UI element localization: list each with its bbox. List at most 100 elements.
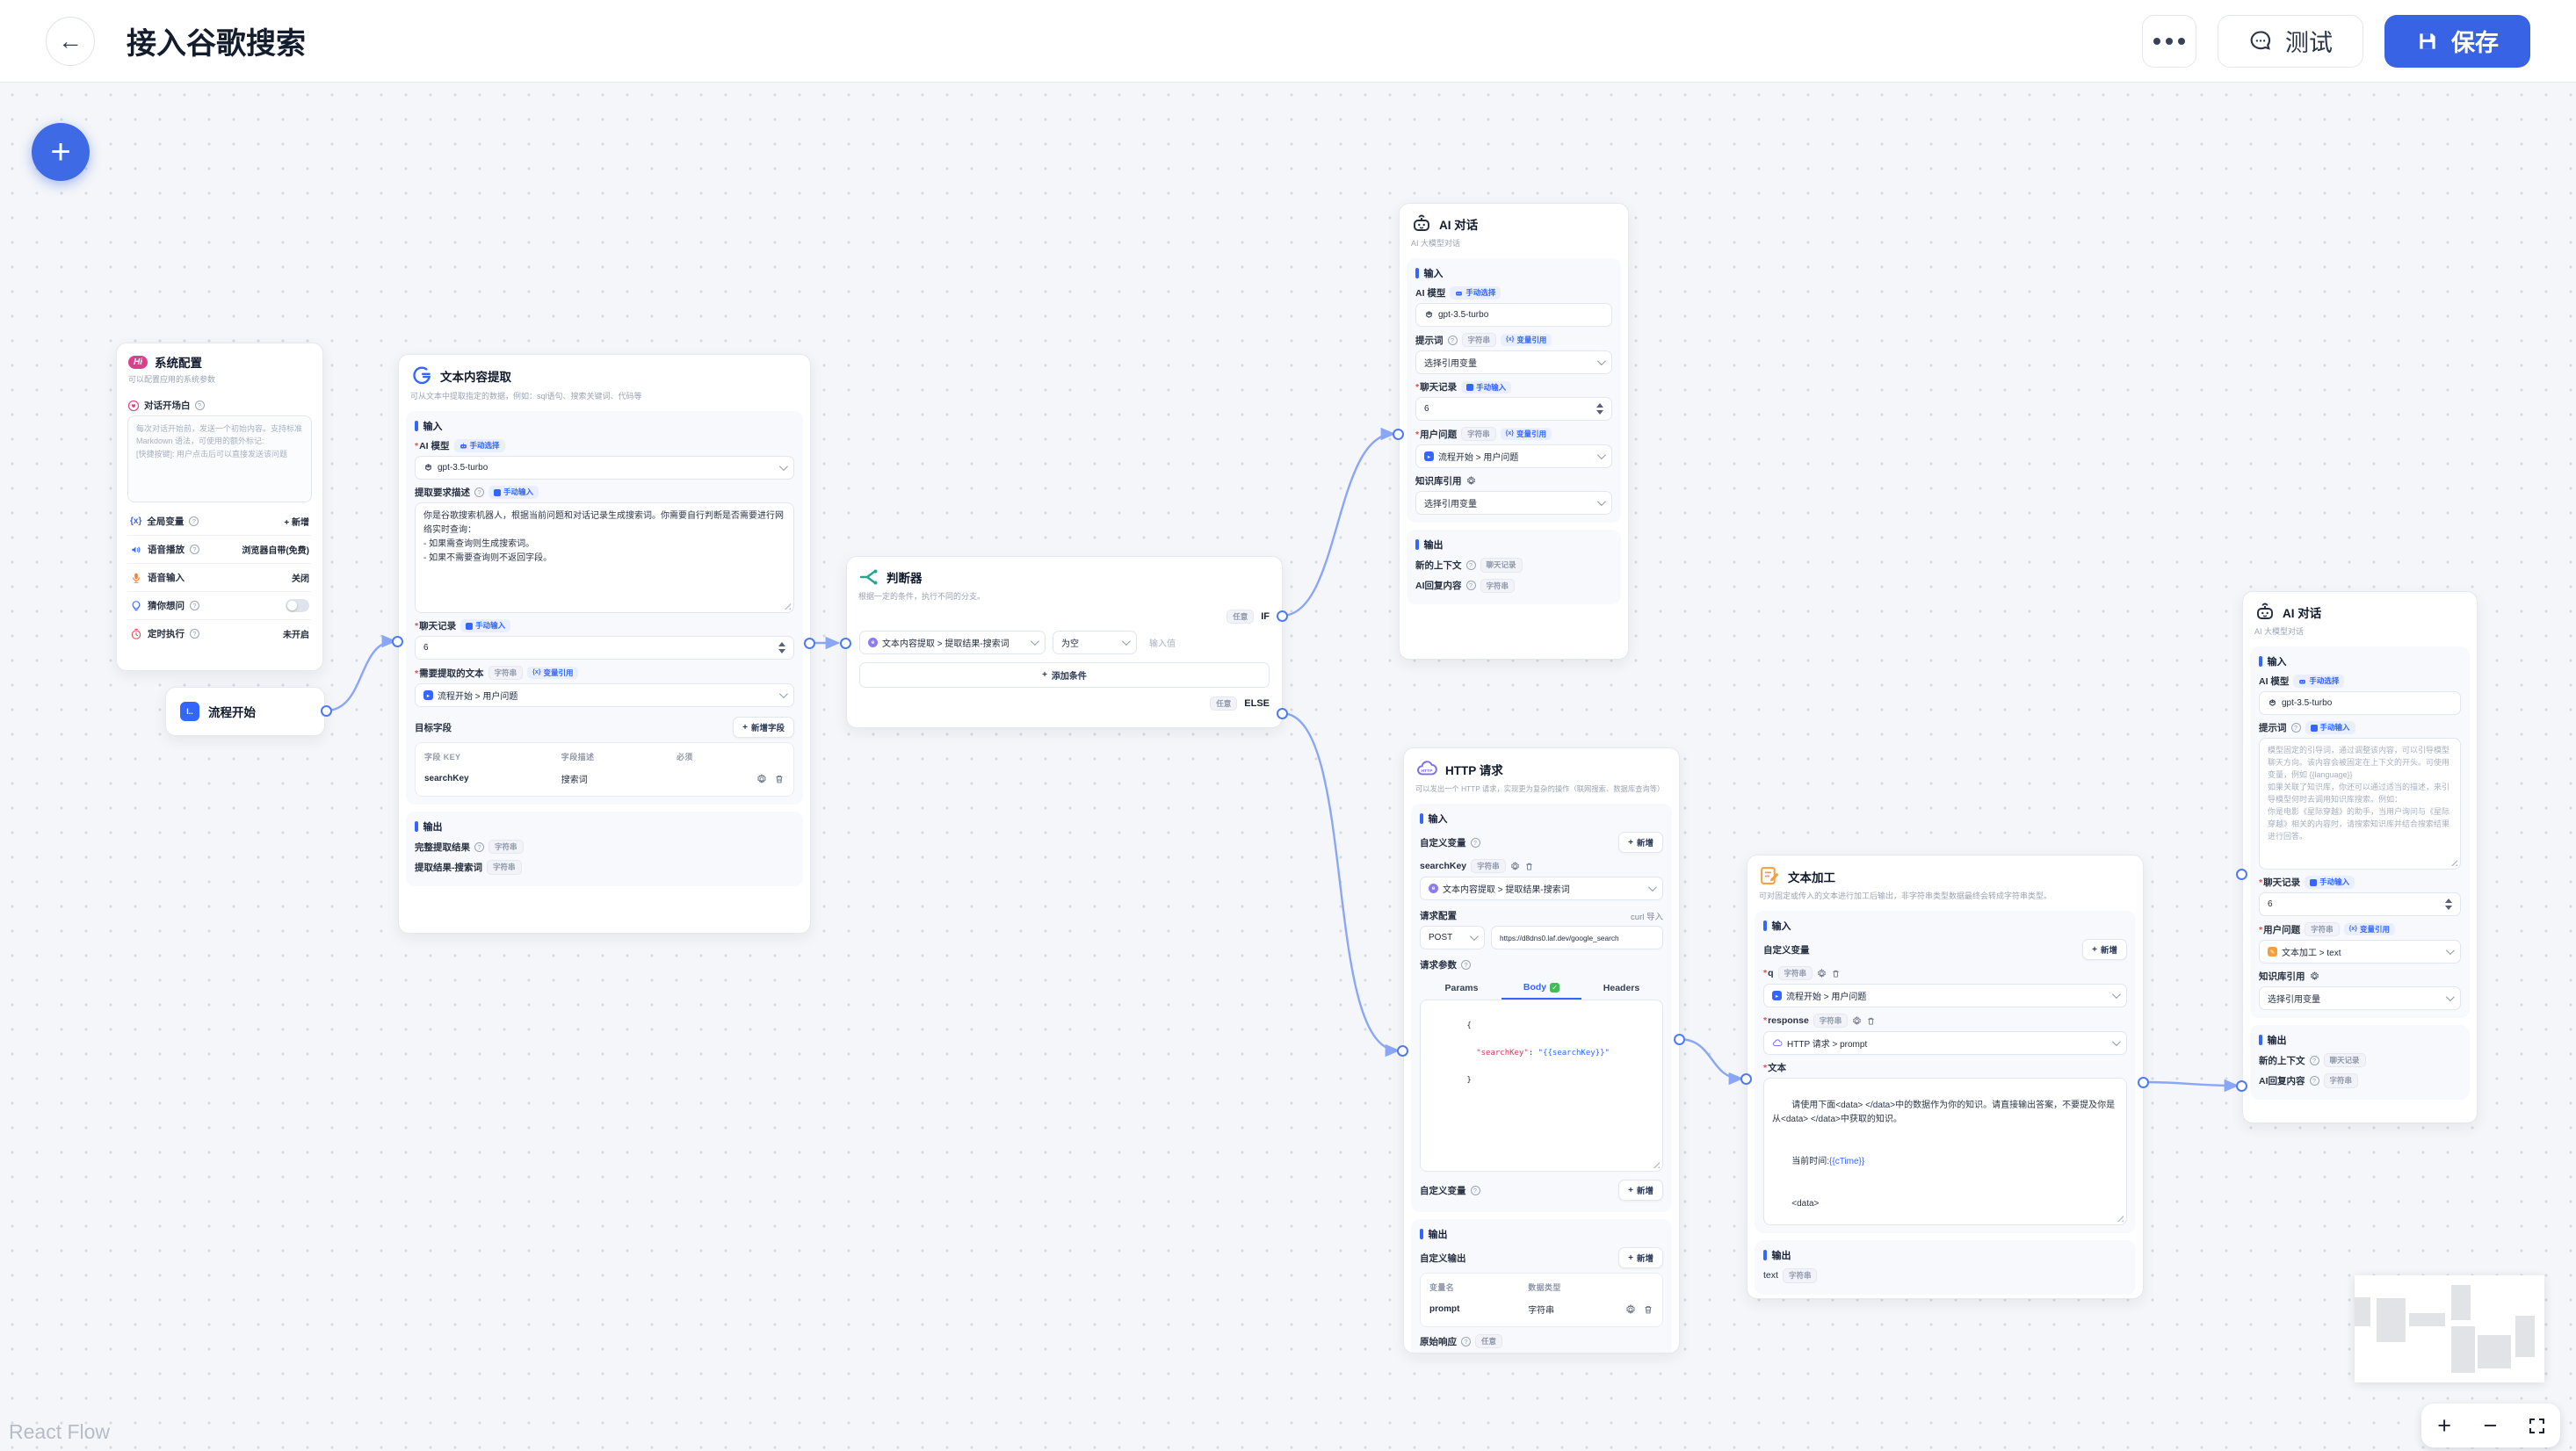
zoom-in-button[interactable]: + [2437,1411,2452,1439]
trash-icon[interactable] [1866,1016,1876,1026]
trash-icon[interactable] [1524,862,1534,871]
add-global-var-link[interactable]: + 新增 [284,518,309,528]
prompt-textarea[interactable]: 模型固定的引导词，通过调整该内容，可以引导模型聊天方向。该内容会被固定在上下文的… [2259,738,2461,870]
add-field-button[interactable]: + 新增字段 [733,717,794,739]
guess-question-toggle[interactable] [286,599,309,612]
fit-view-button[interactable] [2529,1418,2544,1433]
handle-http-target[interactable] [1397,1045,1408,1057]
help-icon[interactable] [474,841,484,852]
handle-textedit-source[interactable] [2138,1077,2149,1088]
handle-start-source[interactable] [321,705,332,717]
help-icon[interactable] [1461,960,1471,971]
edge-http-textedit[interactable] [1678,1037,1744,1086]
model-select[interactable]: gpt-3.5-turbo [415,456,794,480]
handle-judge-if-source[interactable] [1277,610,1288,622]
help-icon[interactable] [190,601,199,610]
help-icon[interactable] [194,401,205,410]
help-icon[interactable] [1461,1336,1471,1346]
kb-var-select[interactable]: 选择引用变量 [1415,491,1612,516]
edge-judge-else-http[interactable] [1281,711,1400,1058]
node-ai-chat-right[interactable]: AI 对话 AI 大模型对话 输入 AI 模型 手动选择 gpt-3.5-tur… [2242,591,2478,1123]
condition-value-input[interactable]: 输入值 [1149,639,1176,650]
handle-chat-right-target[interactable] [2236,1080,2247,1092]
trash-icon[interactable] [1643,1304,1653,1315]
help-icon[interactable] [1470,1185,1480,1195]
handle-http-source[interactable] [1674,1034,1685,1045]
minimap[interactable] [2355,1275,2544,1382]
add-output-button[interactable]: + 新增 [1618,1247,1663,1269]
edge-textedit-chat[interactable] [2142,1079,2240,1093]
handle-textedit-target[interactable] [1740,1073,1752,1085]
extract-source-select[interactable]: ▸ 流程开始 > 用户问题 [415,683,794,708]
gear-icon[interactable] [2310,971,2319,981]
condition-variable-select[interactable]: e 文本内容提取 > 提取结果-搜索词 [859,631,1046,655]
help-icon[interactable] [2309,1075,2319,1086]
history-count-input[interactable]: 6 [2259,892,2461,916]
help-icon[interactable] [1447,335,1458,345]
q-var-select[interactable]: ▸ 流程开始 > 用户问题 [1763,984,2127,1008]
handle-extract-source[interactable] [804,638,815,649]
add-variable-button[interactable]: + 新增 [2082,939,2127,960]
save-button[interactable]: 保存 [2384,14,2530,68]
number-stepper[interactable] [2445,899,2452,910]
node-content-extract[interactable]: 文本内容提取 可从文本中提取指定的数据，例如：sql语句、搜索关键词、代码等 输… [398,354,811,934]
gear-icon[interactable] [1852,1015,1862,1026]
node-flow-start[interactable]: I.. 流程开始 [165,687,325,736]
help-icon[interactable] [2290,723,2301,733]
flow-canvas[interactable]: + Hi 系统配置 可以配置应用的系统参数 对话开场白 每次对话开始前，发送一个… [0,83,2576,1451]
handle-judge-else-source[interactable] [1277,708,1288,719]
gear-icon[interactable] [1625,1303,1636,1315]
help-icon[interactable] [190,629,199,639]
help-icon[interactable] [474,487,484,497]
help-icon[interactable] [189,516,199,526]
handle-extract-target[interactable] [392,636,403,647]
trash-icon[interactable] [774,774,785,784]
help-icon[interactable] [2309,1055,2319,1065]
method-select[interactable]: POST [1420,926,1485,950]
user-question-select[interactable]: ✎ 文本加工 > text [2259,940,2461,964]
tab-params[interactable]: Params [1444,983,1479,994]
schedule-value[interactable]: 未开启 [283,631,309,640]
body-code-editor[interactable]: { "searchKey": "{{searchKey}}" } [1420,1000,1663,1173]
node-condition[interactable]: 判断器 根据一定的条件，执行不同的分支。 任意 IF e 文本内容提取 > 提取… [846,556,1283,728]
extract-desc-textarea[interactable]: 你是谷歌搜索机器人，根据当前问题和对话记录生成搜索词。你需要自行判断是否需要进行… [415,502,794,613]
kb-var-select[interactable]: 选择引用变量 [2259,986,2461,1011]
edge-start-extract[interactable] [325,634,397,712]
add-condition-button[interactable]: + 添加条件 [859,662,1270,689]
history-count-input[interactable]: 6 [415,636,794,660]
user-question-select[interactable]: ▸ 流程开始 > 用户问题 [1415,444,1612,469]
response-var-select[interactable]: HTTP 请求 > prompt [1763,1031,2127,1056]
zoom-out-button[interactable]: − [2483,1411,2498,1439]
gear-icon[interactable] [1466,476,1476,486]
help-icon[interactable] [1465,559,1476,570]
back-button[interactable]: ← [46,16,95,66]
node-ai-chat-top[interactable]: AI 对话 AI 大模型对话 输入 AI 模型 手动选择 gpt-3.5-tur… [1399,203,1629,660]
handle-judge-target[interactable] [840,638,851,649]
more-button[interactable] [2142,14,2196,68]
trash-icon[interactable] [1831,969,1841,978]
model-select[interactable]: gpt-3.5-turbo [1415,303,1612,327]
history-count-input[interactable]: 6 [1415,397,1612,422]
tts-value[interactable]: 浏览器自带(免费) [242,546,309,556]
condition-operator-select[interactable]: 为空 [1053,631,1137,655]
add-variable-button[interactable]: + 新增 [1618,1180,1663,1202]
add-node-button[interactable]: + [32,123,90,181]
node-system-config[interactable]: Hi 系统配置 可以配置应用的系统参数 对话开场白 每次对话开始前，发送一个初始… [116,343,323,671]
node-text-process[interactable]: 文本加工 可对固定或传入的文本进行加工后输出，非字符串类型数据最终会转成字符串类… [1747,855,2144,1299]
test-button[interactable]: 测试 [2218,14,2363,68]
model-select[interactable]: gpt-3.5-turbo [2259,691,2461,715]
help-icon[interactable] [1465,581,1476,591]
gear-icon[interactable] [1510,861,1520,871]
text-template-editor[interactable]: 请使用下面<data> </data>中的数据作为你的知识。请直接输出答案，不要… [1763,1078,2127,1226]
add-variable-button[interactable]: + 新增 [1618,832,1663,853]
gear-icon[interactable] [1817,968,1827,978]
gear-icon[interactable] [756,773,767,784]
edge-judge-if-chat[interactable] [1281,427,1396,617]
welcome-textarea[interactable]: 每次对话开始前，发送一个初始内容。支持标准 Markdown 语法，可使用的额外… [127,415,312,502]
url-input[interactable]: https://d8dns0.laf.dev/google_search [1491,926,1663,950]
searchkey-var-select[interactable]: e 文本内容提取 > 提取结果-搜索词 [1420,877,1663,901]
prompt-var-select[interactable]: 选择引用变量 [1415,350,1612,375]
help-icon[interactable] [1470,837,1480,848]
curl-import-link[interactable]: curl 导入 [1631,912,1663,922]
handle-chat-top-target[interactable] [1393,429,1404,440]
